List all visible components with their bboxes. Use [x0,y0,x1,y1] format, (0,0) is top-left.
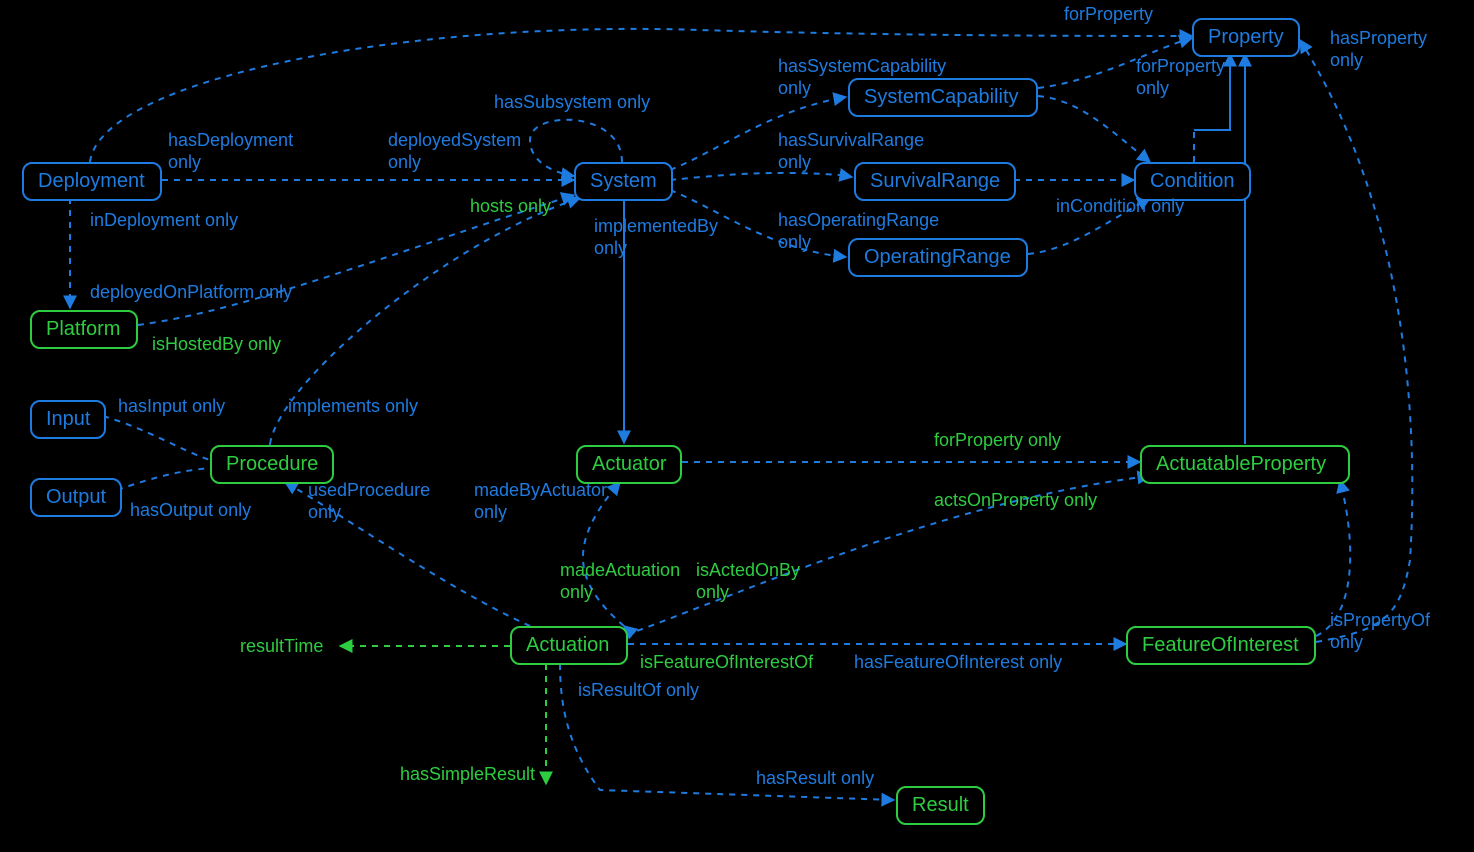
edge-label-madeActuationOnly2: only [560,582,593,603]
node-label-actuatableProperty: ActuatableProperty [1156,453,1326,475]
node-label-procedure: Procedure [226,453,318,475]
edge-label-inConditionOnly: inCondition only [1056,196,1184,217]
edge-label-hasOperatingRange: hasOperatingRange [778,210,939,231]
edge-label-hasSimpleResult: hasSimpleResult [400,764,535,785]
edge-label-forProperty1: forProperty [1064,4,1153,25]
edge-label-implementsOnly: implements only [288,396,418,417]
node-output: Output [30,478,122,517]
edge-label-hasFeatureOfInterestOnly: hasFeatureOfInterest only [854,652,1062,673]
edge-e2 [670,173,852,180]
edge-label-hasOperatingRangeOnly: only [778,232,811,253]
edge-label-isPropertyOfOnly: isPropertyOf [1330,610,1430,631]
edge-label-implementedByOnly: implementedBy [594,216,718,237]
edge-label-hasInputOnly: hasInput only [118,396,225,417]
node-label-featureOfInterest: FeatureOfInterest [1142,634,1299,656]
edge-e20 [583,482,624,626]
edge-label-hasResultOnly: hasResult only [756,768,874,789]
edge-label-forPropertyOnly1b: only [1136,78,1169,99]
edge-e15 [117,468,212,490]
node-operatingRange: OperatingRange [848,238,1028,277]
edge-label-hasSystemCapability: hasSystemCapability [778,56,946,77]
node-label-system: System [590,170,657,192]
edge-label-hasSubsystemOnly: hasSubsystem only [494,92,650,113]
edge-e24 [1300,40,1412,642]
edge-label-isHostedByOnly: isHostedBy only [152,334,281,355]
node-property: Property [1192,18,1300,57]
edge-label-implementedByOnly2: only [594,238,627,259]
edge-label-deployedSystemOnly: deployedSystem [388,130,521,151]
node-result: Result [896,786,985,825]
edge-label-usedProcedureOnly2: only [308,502,341,523]
edge-label-hasSystemCapabilityOnly: only [778,78,811,99]
edge-label-hasPropertyOnly2: only [1330,50,1363,71]
edge-label-hasSurvivalRange: hasSurvivalRange [778,130,924,151]
node-deployment: Deployment [22,162,162,201]
node-label-survivalRange: SurvivalRange [870,170,1000,192]
node-system: System [574,162,673,201]
node-label-actuator: Actuator [592,453,666,475]
edge-label-madeByActuatorOnly: madeByActuator [474,480,607,501]
edge-label-actsOnPropertyOnly: actsOnProperty only [934,490,1097,511]
node-systemCapability: SystemCapability [848,78,1038,117]
edge-label-hasSurvivalRangeOnly: only [778,152,811,173]
edge-label-forPropertyOnly1: forProperty [1136,56,1225,77]
edge-label-deployedOnPlatformOnly: deployedOnPlatform only [90,282,292,303]
node-label-platform: Platform [46,318,120,340]
edge-label-isPropertyOfOnly2: only [1330,632,1363,653]
node-label-output: Output [46,486,106,508]
node-label-systemCapability: SystemCapability [864,86,1019,108]
edge-label-hasDeploymentOnly: hasDeployment [168,130,293,151]
node-label-deployment: Deployment [38,170,145,192]
node-actuator: Actuator [576,445,682,484]
edge-label-madeActuationOnly: madeActuation [560,560,680,581]
edge-label-isResultOfOnly: isResultOf only [578,680,699,701]
node-featureOfInterest: FeatureOfInterest [1126,626,1316,665]
edge-label-hasDeploymentOnly2: only [168,152,201,173]
node-label-operatingRange: OperatingRange [864,246,1011,268]
node-actuatableProperty: ActuatableProperty [1140,445,1350,484]
node-platform: Platform [30,310,138,349]
edge-label-hostsOnly: hosts only [470,196,551,217]
edge-label-isActedOnByOnly2: only [696,582,729,603]
node-input: Input [30,400,106,439]
edge-label-resultTime: resultTime [240,636,323,657]
edge-label-madeByActuatorOnly2: only [474,502,507,523]
node-label-actuation: Actuation [526,634,609,656]
node-label-property: Property [1208,26,1284,48]
edge-label-inDeploymentOnly: inDeployment only [90,210,238,231]
edge-label-deployedSystemOnly2: only [388,152,421,173]
edge-label-hasPropertyOnly: hasProperty [1330,28,1427,49]
node-label-input: Input [46,408,90,430]
edge-label-forPropertyOnly2: forProperty only [934,430,1061,451]
node-label-condition: Condition [1150,170,1235,192]
node-label-result: Result [912,794,969,816]
node-procedure: Procedure [210,445,334,484]
edge-e14 [103,416,210,460]
edge-label-hasOutputOnly: hasOutput only [130,500,251,521]
node-survivalRange: SurvivalRange [854,162,1016,201]
edge-label-isActedOnByOnly: isActedOnBy [696,560,800,581]
edge-label-usedProcedureOnly: usedProcedure [308,480,430,501]
diagram-edges [0,0,1474,852]
node-actuation: Actuation [510,626,628,665]
edge-e7 [1038,96,1150,162]
edge-label-isFeatureOfInterestOf: isFeatureOfInterestOf [640,652,813,673]
